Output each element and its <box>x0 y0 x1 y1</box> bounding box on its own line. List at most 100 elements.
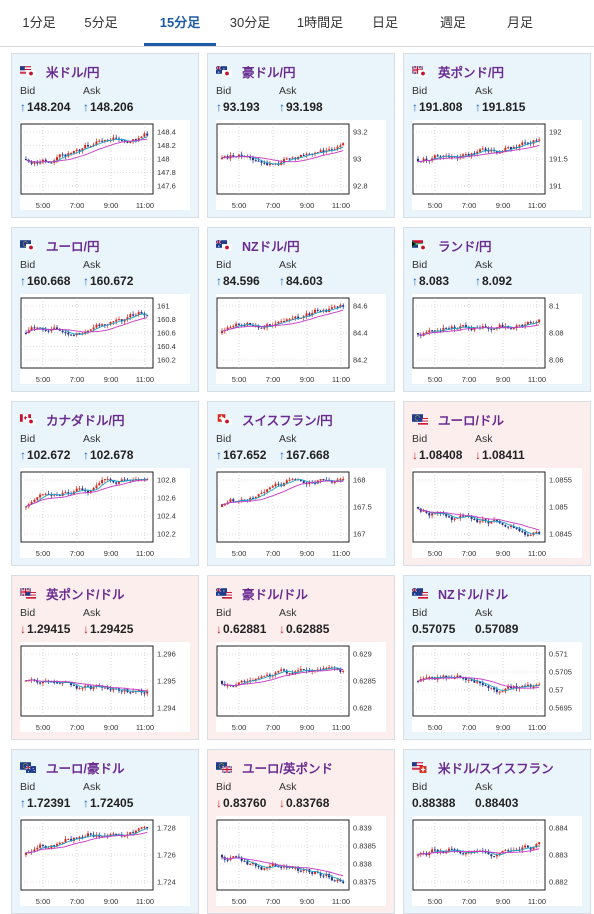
candle-body <box>109 689 112 691</box>
chart-frame <box>216 819 350 891</box>
rate-card[interactable]: カナダドル/円 Bid Ask ↑102.672 ↑102.678 5:00 7:00 9:0… <box>11 401 199 566</box>
long-moving-average-line <box>417 677 540 689</box>
candlestick-chart[interactable]: 5:00 7:00 9:00 11:00 84.6 84.4 84.2 <box>216 294 386 384</box>
pair-name[interactable]: 豪ドル/ドル <box>242 587 308 602</box>
candle-body <box>249 156 252 158</box>
y-tick-label: 0.8385 <box>353 842 376 851</box>
candle-body <box>146 315 149 317</box>
arrow-up-icon: ↑ <box>216 448 222 462</box>
y-tick-label: 148.4 <box>157 128 176 137</box>
x-tick-label: 7:00 <box>266 549 281 558</box>
rate-card[interactable]: NZドル/円 Bid Ask ↑84.596 ↑84.603 5:00 7:00 9:00 11… <box>207 227 395 392</box>
candlestick-chart[interactable]: 5:00 7:00 9:00 11:00 148.4 148.2 148 147.8 147.6 <box>20 120 190 210</box>
tab-6[interactable]: 週足 <box>439 15 466 30</box>
candle-body <box>123 689 126 692</box>
candlestick-chart[interactable]: 5:00 7:00 9:00 11:00 1.296 1.295 1.294 <box>20 642 190 732</box>
candle-body <box>283 321 285 323</box>
pair-name[interactable]: ユーロ/豪ドル <box>46 761 125 776</box>
candle-body <box>257 494 260 497</box>
candle-body <box>484 685 487 687</box>
x-tick-label: 11:00 <box>528 723 546 732</box>
bid-value: 148.204 <box>27 100 71 114</box>
candle-body <box>305 153 308 156</box>
tab-2[interactable]: 15分足 <box>144 0 216 46</box>
rate-card[interactable]: 豪ドル/ドル Bid Ask ↓0.62881 ↓0.62885 5:00 7:00 9:00… <box>207 575 395 740</box>
candle-body <box>263 162 266 164</box>
pair-name[interactable]: ユーロ/ドル <box>438 413 504 428</box>
candle-body <box>252 325 254 327</box>
candle-body <box>89 833 92 835</box>
ask-price: ↑160.672 <box>83 274 133 288</box>
pair-name[interactable]: スイスフラン/円 <box>242 413 333 428</box>
ask-price: ↓0.83768 <box>279 796 329 810</box>
pair-name[interactable]: ユーロ/円 <box>46 239 100 254</box>
candle-body <box>271 486 274 488</box>
candle-body <box>518 528 521 532</box>
candle-body <box>70 682 73 686</box>
tab-1[interactable]: 5分足 <box>84 15 118 30</box>
pair-name[interactable]: NZドル/円 <box>242 239 300 254</box>
candle-body <box>495 854 498 857</box>
pair-name[interactable]: 米ドル/円 <box>46 65 100 80</box>
rate-card[interactable]: ランド/円 Bid Ask ↑8.083 ↑8.092 5:00 7:00 9:00 11:00… <box>403 227 591 392</box>
candle-body <box>484 519 487 522</box>
tab-4[interactable]: 1時間足 <box>296 15 344 30</box>
pair-name[interactable]: 豪ドル/円 <box>242 65 296 80</box>
x-tick-label: 11:00 <box>332 375 350 384</box>
candle-body <box>481 326 484 329</box>
rate-card[interactable]: 米ドル/円 Bid Ask ↑148.204 ↑148.206 5:00 7:00 9:00 1… <box>11 53 199 218</box>
pair-name[interactable]: 英ポンド/円 <box>438 65 504 80</box>
tab-7[interactable]: 月足 <box>506 15 533 30</box>
candlestick-chart[interactable]: 5:00 7:00 9:00 11:00 0.629 0.6285 0.628 <box>216 642 386 732</box>
tab-5[interactable]: 日足 <box>371 15 398 30</box>
tab-0[interactable]: 1分足 <box>22 15 56 30</box>
candlestick-chart[interactable]: 5:00 7:00 9:00 11:00 102.8 102.6 102.4 102.2 <box>20 468 190 558</box>
ask-label: Ask <box>83 259 101 271</box>
rate-card[interactable]: ユーロ/豪ドル Bid Ask ↑1.72391 ↑1.72405 5:00 7:00 9:0… <box>11 749 199 914</box>
rate-card[interactable]: スイスフラン/円 Bid Ask ↑167.652 ↑167.668 5:00 7:00 9:… <box>207 401 395 566</box>
candlestick-chart[interactable]: 5:00 7:00 9:00 11:00 1.0855 1.085 1.0845 <box>412 468 582 558</box>
pair-name[interactable]: カナダドル/円 <box>46 413 125 428</box>
candle-body <box>417 159 419 162</box>
flag-jp-icon <box>26 243 36 251</box>
pair-name[interactable]: ランド/円 <box>438 239 492 254</box>
candle-body <box>342 143 345 146</box>
rate-card-header: 豪ドル/ドル <box>216 585 308 602</box>
y-tick-label: 147.8 <box>157 168 176 177</box>
candle-body <box>243 499 246 501</box>
tab-3[interactable]: 30分足 <box>229 15 271 30</box>
rate-card[interactable]: NZドル/ドル Bid Ask 0.57075 0.57089 5:00 7:00 9:00 1… <box>403 575 591 740</box>
ask-value: 160.672 <box>90 274 134 288</box>
candle-body <box>67 492 70 494</box>
candle-body <box>535 140 538 142</box>
pair-name[interactable]: 英ポンド/ドル <box>46 587 125 602</box>
rate-card[interactable]: 英ポンド/ドル Bid Ask ↓1.29415 ↓1.29425 5:00 7:00 9:0… <box>11 575 199 740</box>
pair-name[interactable]: NZドル/ドル <box>438 587 509 602</box>
candle-body <box>431 330 434 332</box>
candlestick-chart[interactable]: 5:00 7:00 9:00 11:00 93.2 93 92.8 <box>216 120 386 210</box>
candle-body <box>467 327 470 329</box>
rate-card[interactable]: ユーロ/円 Bid Ask ↑160.668 ↑160.672 5:00 7:00 9:00 1… <box>11 227 199 392</box>
candlestick-chart[interactable]: 5:00 7:00 9:00 11:00 192 191.5 191 <box>412 120 582 210</box>
candle-body <box>456 156 459 158</box>
candlestick-chart[interactable]: 5:00 7:00 9:00 11:00 8.1 8.08 8.06 <box>412 294 582 384</box>
rate-card[interactable]: 豪ドル/円 Bid Ask ↑93.193 ↑93.198 5:00 7:00 9:00 11:… <box>207 53 395 218</box>
rate-card[interactable]: 英ポンド/円 Bid Ask ↑191.808 ↑191.815 5:00 7:00 9:00… <box>403 53 591 218</box>
candlestick-chart[interactable]: 5:00 7:00 9:00 11:00 0.571 0.5705 0.57 0.5695 <box>412 642 582 732</box>
pair-name[interactable]: ユーロ/英ポンド <box>242 761 333 776</box>
candlestick-chart[interactable]: 5:00 7:00 9:00 11:00 168 167.5 167 <box>216 468 386 558</box>
candlestick-chart[interactable]: 5:00 7:00 9:00 11:00 161 160.8 160.6 160.4 160.2 <box>20 294 190 384</box>
flag-us-icon <box>26 591 36 599</box>
ask-price: ↓1.08411 <box>475 448 525 462</box>
rate-card-header: NZドル/円 <box>216 237 300 254</box>
candle-body <box>311 872 314 874</box>
candle-body <box>89 145 92 147</box>
rate-card[interactable]: 米ドル/スイスフラン Bid Ask 0.88388 0.88403 5:00 7:00 9:… <box>403 749 591 914</box>
rate-card[interactable]: ユーロ/ドル Bid Ask ↓1.08408 ↓1.08411 5:00 7:00 9:00… <box>403 401 591 566</box>
pair-name[interactable]: 米ドル/スイスフラン <box>438 761 554 776</box>
x-tick-label: 5:00 <box>36 375 51 384</box>
rate-card[interactable]: ユーロ/英ポンド Bid Ask ↓0.83760 ↓0.83768 5:00 7:00 9:… <box>207 749 395 914</box>
